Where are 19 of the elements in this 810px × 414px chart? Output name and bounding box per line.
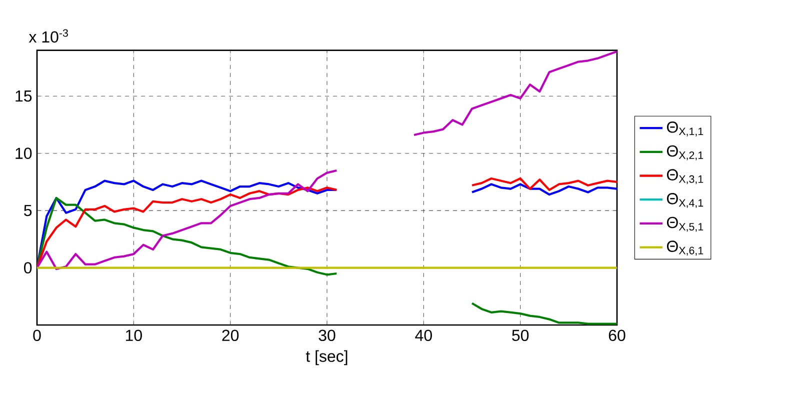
y-tick-label: 10 [16, 148, 32, 159]
y-tick-label: 0 [24, 262, 32, 274]
x-tick-label: 50 [512, 330, 529, 342]
legend-label: Θ$_{X,5,1}$ [666, 216, 704, 232]
x-tick-label: 10 [126, 330, 142, 342]
legend-label: Θ$_{X,4,1}$ [666, 193, 704, 208]
x-tick-label: 40 [415, 330, 432, 342]
legend-label: Θ$_{X,2,1}$ [666, 145, 704, 160]
legend-label: Θ$_{X,3,1}$ [666, 169, 704, 184]
x-tick-label: 0 [33, 330, 41, 342]
y-tick-label: 15 [16, 90, 32, 102]
x-tick-label: 60 [608, 330, 626, 342]
x-tick-label: 20 [222, 330, 239, 342]
x-tick-label: 30 [318, 330, 336, 342]
text: x 10$^{-3}$ [28, 29, 68, 43]
x-axis-title: t [sec] [306, 350, 348, 366]
y-tick-label: 5 [24, 204, 32, 216]
legend-label: Θ$_{X,1,1}$ [666, 121, 704, 136]
legend-label: Θ$_{X,6,1}$ [666, 240, 704, 256]
